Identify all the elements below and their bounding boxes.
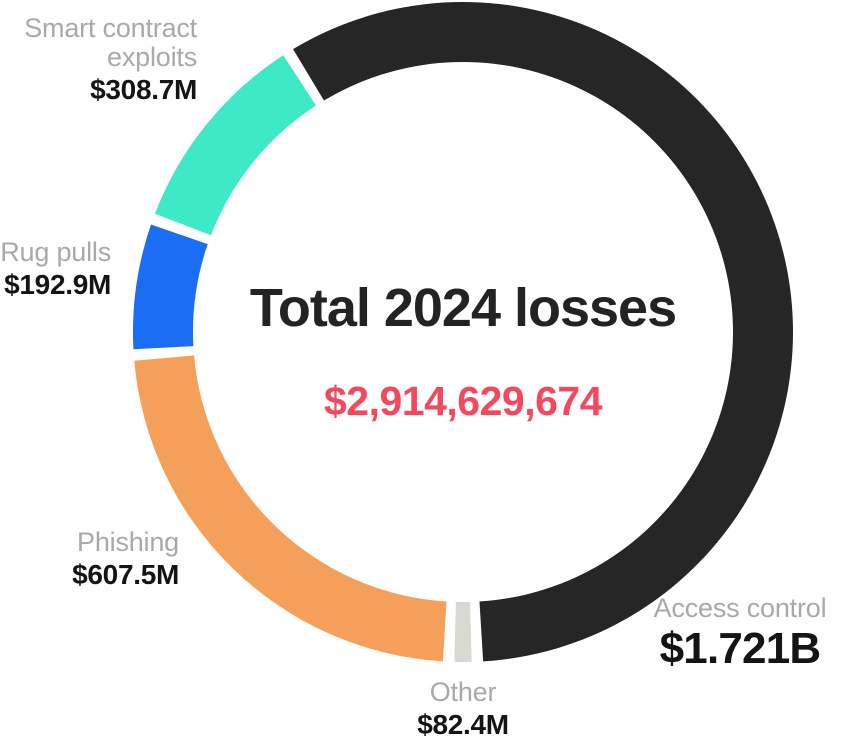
segment-value: $308.7M	[90, 74, 197, 105]
label-smart-contract-exploits: Smart contract exploits $308.7M	[0, 14, 197, 105]
segment-rug-pulls	[132, 224, 208, 350]
segment-name: Smart contract exploits	[24, 13, 197, 72]
segment-value: $192.9M	[4, 269, 111, 300]
segment-value: $82.4M	[417, 709, 509, 740]
total-losses-value: $2,914,629,674	[324, 378, 603, 424]
label-other: Other $82.4M	[363, 678, 563, 740]
chart-title: Total 2024 losses	[249, 278, 677, 338]
label-phishing: Phishing $607.5M	[0, 528, 179, 590]
segment-phishing	[134, 355, 447, 662]
segment-name: Rug pulls	[0, 237, 111, 267]
segment-value: $1.721B	[659, 624, 822, 673]
segment-name: Phishing	[77, 527, 179, 557]
segment-name: Access control	[653, 593, 827, 623]
segment-smart-contract-exploits	[154, 55, 316, 236]
segment-value: $607.5M	[72, 559, 179, 590]
label-access-control: Access control $1.721B	[634, 594, 846, 673]
segment-access-control	[293, 1, 794, 662]
segment-other	[454, 601, 472, 663]
segment-name: Other	[429, 677, 497, 707]
label-rug-pulls: Rug pulls $192.9M	[0, 238, 111, 300]
